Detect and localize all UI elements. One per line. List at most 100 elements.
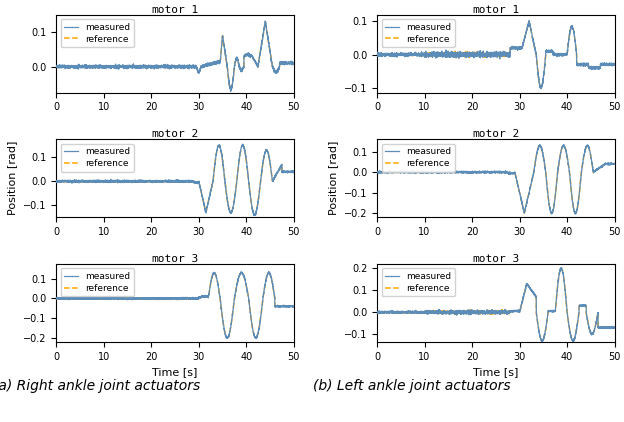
measured [251, 213, 258, 218]
reference [373, 310, 381, 315]
reference [94, 296, 101, 301]
reference [154, 64, 162, 69]
X-axis label: Time [s]: Time [s] [152, 367, 198, 377]
measured [154, 296, 162, 301]
reference [144, 296, 151, 301]
reference [475, 51, 482, 56]
reference [251, 212, 258, 217]
reference [144, 64, 151, 69]
reference [611, 325, 618, 330]
measured [475, 170, 482, 175]
reference [79, 179, 87, 184]
Line: measured: measured [377, 268, 615, 342]
Line: measured: measured [56, 144, 294, 215]
measured [290, 61, 298, 66]
Line: reference: reference [56, 273, 294, 338]
reference [252, 335, 260, 341]
measured [401, 310, 408, 315]
reference [154, 296, 162, 301]
measured [401, 52, 408, 57]
Text: (b) Left ankle joint actuators: (b) Left ankle joint actuators [313, 379, 510, 393]
measured [537, 142, 544, 147]
measured [611, 326, 618, 331]
measured [286, 304, 293, 309]
measured [607, 63, 614, 68]
reference [286, 61, 293, 66]
reference [569, 338, 577, 343]
measured [475, 51, 482, 56]
Legend: measured, reference: measured, reference [61, 268, 134, 296]
measured [239, 142, 246, 147]
reference [607, 162, 614, 167]
measured [265, 269, 273, 274]
reference [464, 52, 472, 57]
measured [154, 179, 162, 184]
reference [607, 62, 614, 67]
measured [286, 169, 293, 174]
measured [611, 61, 618, 66]
measured [223, 336, 231, 341]
reference [94, 64, 101, 69]
reference [611, 162, 618, 167]
Line: reference: reference [56, 22, 294, 89]
reference [581, 62, 588, 67]
reference [52, 295, 60, 300]
reference [464, 308, 472, 313]
measured [464, 169, 472, 174]
Title: motor_2: motor_2 [152, 128, 198, 139]
reference [265, 270, 273, 275]
Line: reference: reference [377, 22, 615, 88]
measured [52, 296, 60, 301]
Line: measured: measured [377, 21, 615, 89]
reference [261, 19, 269, 24]
reference [611, 62, 618, 67]
measured [373, 170, 381, 175]
measured [373, 310, 381, 315]
reference [464, 169, 472, 174]
reference [52, 63, 60, 68]
Line: reference: reference [377, 268, 615, 341]
measured [607, 161, 614, 166]
reference [79, 296, 87, 301]
Legend: measured, reference: measured, reference [61, 19, 134, 47]
Legend: measured, reference: measured, reference [61, 144, 134, 172]
reference [286, 169, 293, 174]
reference [154, 179, 162, 184]
reference [401, 52, 408, 57]
measured [79, 295, 87, 300]
measured [227, 89, 235, 94]
measured [290, 168, 298, 173]
measured [414, 310, 422, 315]
measured [144, 295, 151, 300]
reference [286, 304, 293, 309]
reference [537, 85, 545, 90]
Line: measured: measured [377, 145, 615, 214]
measured [464, 307, 472, 312]
reference [572, 211, 579, 216]
measured [581, 150, 588, 155]
reference [373, 51, 381, 57]
measured [286, 60, 293, 65]
reference [557, 266, 565, 271]
measured [611, 161, 618, 166]
Legend: measured, reference: measured, reference [381, 19, 455, 47]
reference [401, 310, 408, 315]
measured [464, 52, 472, 57]
measured [52, 178, 60, 183]
reference [373, 169, 381, 174]
reference [475, 170, 482, 175]
reference [260, 156, 268, 161]
Y-axis label: Position [rad]: Position [rad] [328, 141, 338, 216]
measured [581, 62, 588, 67]
reference [290, 169, 298, 174]
measured [537, 86, 545, 91]
measured [144, 65, 151, 70]
measured [154, 65, 162, 70]
reference [607, 325, 614, 330]
measured [581, 303, 588, 308]
Legend: measured, reference: measured, reference [381, 144, 455, 172]
reference [414, 311, 422, 316]
measured [260, 155, 268, 160]
reference [144, 179, 151, 184]
measured [525, 18, 533, 23]
